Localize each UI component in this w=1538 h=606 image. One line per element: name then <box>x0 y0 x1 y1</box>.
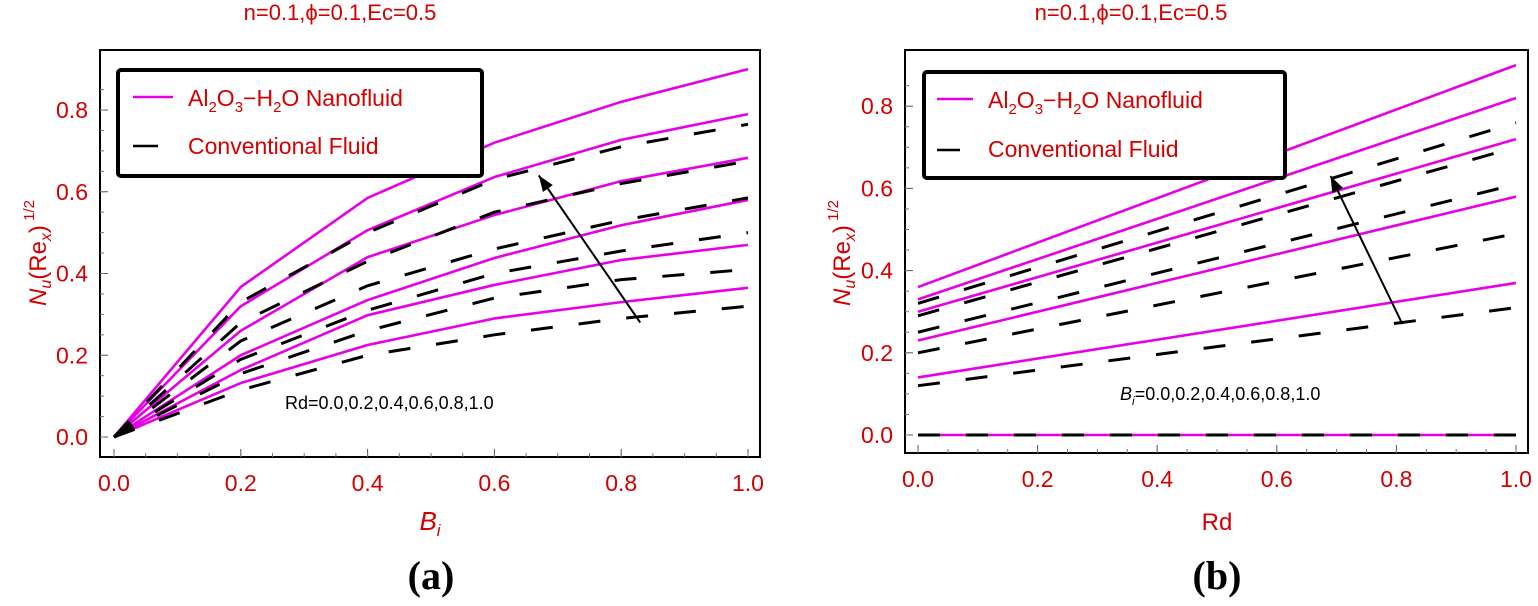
svg-text:0.2: 0.2 <box>225 470 257 496</box>
chart-b-legend: Al2O3−H2O Nanofluid Conventional Fluid <box>922 70 1287 180</box>
caption-a: (a) <box>407 553 455 598</box>
chart-b-xticks: 0.0 0.2 0.4 0.6 0.8 1.0 <box>902 445 1532 492</box>
chart-b-ylabel: Nu(Rex) 1/2 <box>825 200 859 306</box>
conventional-fluid-line <box>113 196 749 439</box>
svg-text:0.0: 0.0 <box>98 470 130 496</box>
chart-a-ylabel: Nu(Rex) 1/2 <box>21 200 55 306</box>
svg-text:0.2: 0.2 <box>861 340 893 366</box>
svg-text:0.2: 0.2 <box>56 342 88 368</box>
svg-text:0.0: 0.0 <box>902 466 934 492</box>
chart-panel-a: n=0.1,ϕ=0.1,Ec=0.5 0.00.20.40.60.8 0.0 0.… <box>21 0 764 540</box>
legend-nanofluid-label: Al2O3−H2O Nanofluid <box>188 85 403 116</box>
svg-text:0.2: 0.2 <box>1022 466 1054 492</box>
conventional-fluid-line <box>113 231 749 439</box>
svg-text:0.4: 0.4 <box>861 258 893 284</box>
chart-a-series <box>112 67 749 439</box>
chart-a-xlabel: Bi <box>419 506 441 540</box>
svg-text:0.0: 0.0 <box>861 422 893 448</box>
chart-a-annotation: Rd=0.0,0.2,0.4,0.6,0.8,1.0 <box>285 393 494 413</box>
svg-text:0.6: 0.6 <box>1261 466 1293 492</box>
chart-b-yticks: 0.0 0.2 0.4 0.6 0.8 <box>861 85 913 448</box>
svg-text:0.6: 0.6 <box>56 179 88 205</box>
chart-a-xticks: 0.0 0.2 0.4 0.6 0.8 1.0 <box>98 449 764 496</box>
svg-text:0.6: 0.6 <box>861 175 893 201</box>
nanofluid-line <box>917 195 1517 342</box>
nanofluid-line <box>917 137 1517 313</box>
chart-a-legend: Al2O3−H2O Nanofluid Conventional Fluid <box>116 68 484 178</box>
chart-b-series <box>917 63 1517 437</box>
chart-panel-b: n=0.1,ϕ=0.1,Ec=0.5 0.00.20.40.60.8 0.0 0.… <box>825 0 1532 536</box>
conventional-fluid-line <box>917 121 1517 305</box>
conventional-fluid-line <box>113 304 749 439</box>
chart-b-annotation: Bi=0.0,0.2,0.4,0.6,0.8,1.0 <box>1120 384 1320 408</box>
legend-conventional-label: Conventional Fluid <box>988 136 1179 162</box>
conventional-fluid-line <box>112 122 749 439</box>
svg-text:0.8: 0.8 <box>1380 466 1412 492</box>
svg-text:1.0: 1.0 <box>732 470 764 496</box>
svg-text:0.8: 0.8 <box>605 470 637 496</box>
caption-b: (b) <box>1192 553 1242 598</box>
nanofluid-line <box>113 112 749 438</box>
nanofluid-line <box>917 281 1517 379</box>
svg-text:0.8: 0.8 <box>56 97 88 123</box>
svg-text:0.8: 0.8 <box>861 93 893 119</box>
svg-text:1.0: 1.0 <box>1500 466 1532 492</box>
nanofluid-line <box>113 198 749 439</box>
chart-a-title: n=0.1,ϕ=0.1,Ec=0.5 <box>244 0 437 25</box>
conventional-fluid-line <box>113 267 749 439</box>
svg-text:0.4: 0.4 <box>1141 466 1173 492</box>
nanofluid-line <box>113 243 749 439</box>
chart-b-title: n=0.1,ϕ=0.1,Ec=0.5 <box>1035 0 1228 25</box>
chart-a-arrow <box>537 174 642 324</box>
svg-text:0.4: 0.4 <box>56 261 88 287</box>
chart-b-arrow <box>1329 175 1404 325</box>
chart-b-xlabel: Rd <box>1202 509 1233 536</box>
svg-text:Nu(Rex) 1/2: Nu(Rex) 1/2 <box>825 200 859 306</box>
conventional-fluid-line <box>917 306 1517 388</box>
nanofluid-line <box>917 96 1517 301</box>
nanofluid-line <box>113 286 749 439</box>
conventional-fluid-line <box>917 182 1517 334</box>
svg-text:0.6: 0.6 <box>478 470 510 496</box>
legend-conventional-label: Conventional Fluid <box>188 133 379 159</box>
svg-text:0.0: 0.0 <box>56 424 88 450</box>
conventional-fluid-line <box>917 145 1517 318</box>
chart-a-yticks: 0.0 0.2 0.4 0.6 0.8 <box>56 89 108 450</box>
svg-text:0.4: 0.4 <box>352 470 384 496</box>
conventional-fluid-line <box>917 232 1517 355</box>
legend-nanofluid-label: Al2O3−H2O Nanofluid <box>988 87 1203 118</box>
svg-text:Nu(Rex) 1/2: Nu(Rex) 1/2 <box>21 200 55 306</box>
nanofluid-line <box>113 156 749 438</box>
